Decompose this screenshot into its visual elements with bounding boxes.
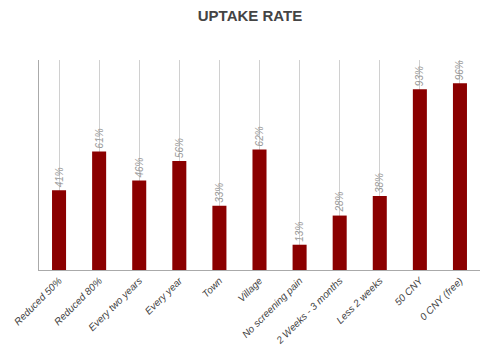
svg-text:Reduced 80%: Reduced 80%: [52, 275, 104, 327]
svg-text:61%: 61%: [94, 128, 105, 148]
svg-text:93%: 93%: [414, 66, 425, 86]
svg-text:No screening pain: No screening pain: [240, 275, 305, 340]
svg-text:13%: 13%: [294, 222, 305, 242]
svg-text:56%: 56%: [174, 138, 185, 158]
svg-text:38%: 38%: [374, 173, 385, 193]
svg-text:Village: Village: [236, 275, 265, 304]
svg-text:Every two years: Every two years: [86, 275, 144, 333]
svg-text:UPTAKE RATE: UPTAKE RATE: [198, 7, 302, 24]
svg-text:41%: 41%: [54, 167, 65, 187]
svg-text:46%: 46%: [134, 157, 145, 177]
svg-text:Town: Town: [200, 275, 225, 300]
svg-text:Reduced 50%: Reduced 50%: [12, 275, 64, 327]
svg-text:Less 2 weeks: Less 2 weeks: [334, 275, 385, 326]
svg-text:Every year: Every year: [143, 275, 185, 317]
svg-text:62%: 62%: [254, 126, 265, 146]
svg-text:0 CNY (free): 0 CNY (free): [418, 275, 465, 322]
svg-text:28%: 28%: [334, 191, 345, 212]
svg-text:2 Weeks - 3 months: 2 Weeks - 3 months: [273, 275, 344, 346]
svg-text:96%: 96%: [454, 60, 465, 80]
svg-text:33%: 33%: [214, 183, 225, 203]
svg-text:50 CNY: 50 CNY: [392, 274, 425, 307]
